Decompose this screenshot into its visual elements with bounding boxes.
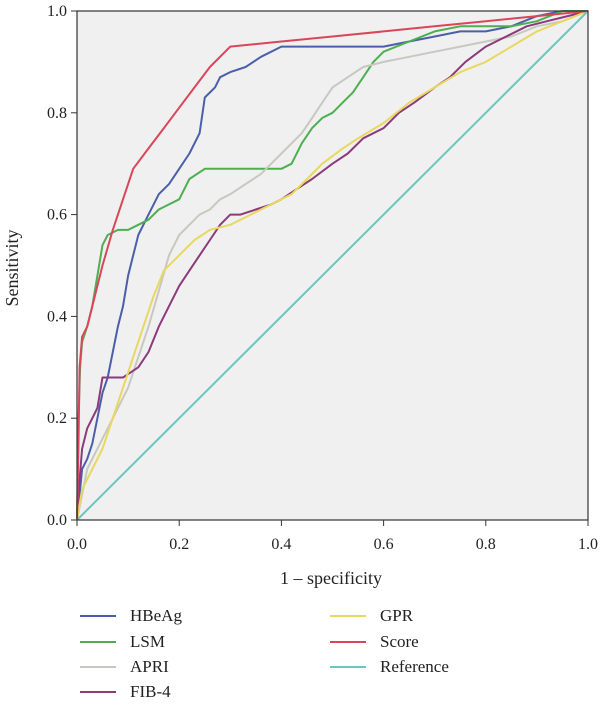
legend-swatch [80,666,116,668]
legend-item-lsm: LSM [80,630,165,654]
series-line-apri [76,10,589,521]
legend-swatch [330,666,366,668]
y-tick-label: 1.0 [47,3,67,20]
y-axis-title: Sensitivity [2,229,22,306]
legend-swatch [80,641,116,643]
series-line-reference [76,10,589,521]
y-tick-label: 0.0 [47,512,67,529]
legend-item-apri: APRI [80,655,169,679]
legend-label: Reference [380,657,449,676]
legend-item-fib4: FIB-4 [80,680,171,704]
legend: HBeAg LSM APRI FIB-4 GPR Score Reference [80,604,580,704]
x-tick-label: 0.8 [476,536,496,553]
series-line-gpr [76,10,589,521]
legend-label: GPR [380,606,414,625]
x-axis-title: 1 – specificity [280,568,382,588]
legend-swatch [330,641,366,643]
legend-label: HBeAg [130,606,182,625]
legend-item-gpr: GPR [330,604,413,628]
series-line-lsm [76,10,588,521]
legend-item-score: Score [330,630,419,654]
x-tick-label: 1.0 [578,536,598,553]
y-tick-label: 0.2 [47,410,67,427]
series-line-fib-4 [76,10,589,521]
legend-label: FIB-4 [130,682,171,701]
x-tick-label: 0.6 [374,536,394,553]
legend-label: LSM [130,632,165,651]
x-tick-label: 0.2 [169,536,189,553]
plot-frame [76,10,589,521]
series-line-hbeag [76,10,588,521]
legend-item-reference: Reference [330,655,449,679]
legend-swatch [330,615,366,617]
y-tick-label: 0.6 [47,207,67,224]
legend-item-hbeag: HBeAg [80,604,182,628]
series-line-score [76,10,589,521]
y-tick-label: 0.4 [47,308,67,325]
x-tick-label: 0.4 [271,536,291,553]
legend-swatch [80,615,116,617]
legend-label: Score [380,632,419,651]
roc-chart: 0.0 0.2 0.4 0.6 0.8 1.0 0.0 0.2 0.4 0.6 0.8 1.0 1 –… [2,3,598,588]
legend-label: APRI [130,657,169,676]
legend-swatch [80,691,116,693]
x-tick-label: 0.0 [67,536,87,553]
y-tick-label: 0.8 [47,105,67,122]
